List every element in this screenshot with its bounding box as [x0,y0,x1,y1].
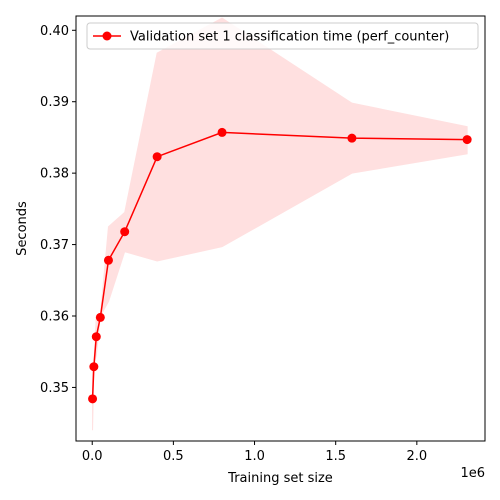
data-point [120,227,130,237]
legend-marker-swatch [102,31,112,41]
confidence-band [92,17,468,431]
y-tick-label: 0.40 [40,24,69,39]
data-point [103,255,113,265]
axes-frame [75,15,486,442]
data-point [152,152,162,162]
data-point [95,312,105,322]
x-tick-label: 2.0 [406,449,427,464]
y-tick-label: 0.37 [40,238,69,253]
legend-box [86,22,479,50]
data-point [462,135,472,145]
x-tick-label: 1.5 [325,449,346,464]
data-point [217,127,227,137]
x-axis-offset-label: 1e6 [460,466,485,481]
y-tick-label: 0.39 [40,95,69,110]
series-line [91,131,468,399]
data-point [91,332,101,342]
y-tick-label: 0.35 [40,381,69,396]
y-tick-label: 0.36 [40,310,69,325]
data-point [347,133,357,143]
data-point [88,394,98,404]
x-tick-label: 1.0 [244,449,265,464]
data-point [89,362,99,372]
x-tick-label: 0.0 [82,449,103,464]
legend-label: Validation set 1 classification time (pe… [130,30,449,45]
x-axis-label: Training set size [227,471,333,486]
x-tick-label: 0.5 [163,449,184,464]
y-tick-label: 0.38 [40,167,69,182]
y-axis-label: Seconds [15,201,30,256]
